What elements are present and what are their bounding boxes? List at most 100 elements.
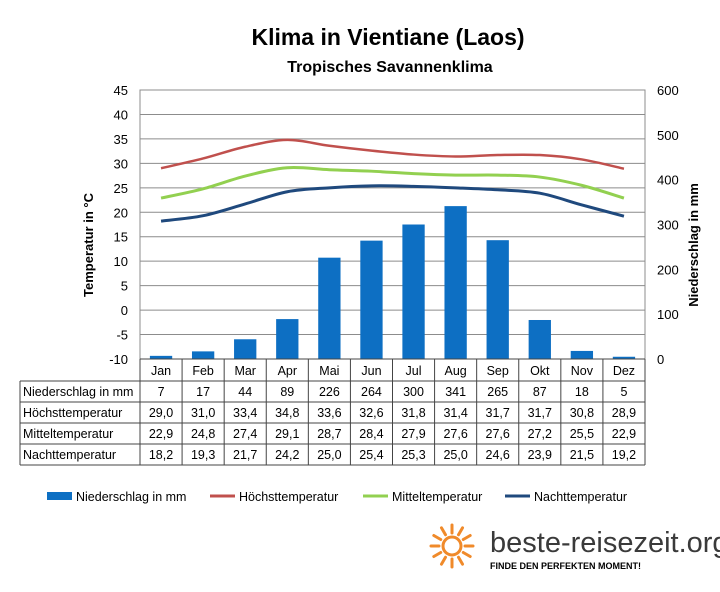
x-tick-label: Jul xyxy=(406,364,422,378)
table-cell: 27,2 xyxy=(528,427,552,441)
sun-icon xyxy=(429,523,475,569)
legend-label: Nachttemperatur xyxy=(534,490,627,504)
table-cell: 30,8 xyxy=(570,406,594,420)
x-tick-label: Apr xyxy=(278,364,297,378)
y-right-tick-label: 600 xyxy=(657,83,679,98)
brand-name: beste-reisezeit.org xyxy=(490,527,720,559)
table-cell: 32,6 xyxy=(359,406,383,420)
table-cell: 300 xyxy=(403,385,424,399)
table-cell: 27,4 xyxy=(233,427,257,441)
bar-precipitation xyxy=(612,356,636,359)
table-cell: 31,4 xyxy=(443,406,467,420)
table-cell: 31,7 xyxy=(486,406,510,420)
table-cell: 31,0 xyxy=(191,406,215,420)
bar-precipitation xyxy=(149,355,173,359)
table-cell: 341 xyxy=(445,385,466,399)
y-right-tick-label: 100 xyxy=(657,307,679,322)
bar-precipitation xyxy=(444,206,467,359)
bar-precipitation xyxy=(318,257,341,359)
line-mean-temperature xyxy=(160,166,625,200)
y-left-tick-label: 25 xyxy=(114,181,128,196)
table-cell: 226 xyxy=(319,385,340,399)
y-right-axis-label: Niederschlag in mm xyxy=(686,183,701,307)
table-cell: 89 xyxy=(280,385,294,399)
line-night-temperature xyxy=(160,184,625,223)
x-tick-label: Feb xyxy=(192,364,214,378)
y-left-tick-label: 5 xyxy=(121,279,128,294)
table-cell: 28,9 xyxy=(612,406,636,420)
table-cell: 19,2 xyxy=(612,448,636,462)
x-tick-label: Mar xyxy=(234,364,256,378)
y-right-tick-label: 500 xyxy=(657,128,679,143)
y-left-tick-label: 40 xyxy=(114,107,128,122)
table-cell: 17 xyxy=(196,385,210,399)
table-cell: 22,9 xyxy=(149,427,173,441)
table-cell: 31,7 xyxy=(528,406,552,420)
table-cell: 31,8 xyxy=(401,406,425,420)
table-cell: 28,4 xyxy=(359,427,383,441)
y-left-tick-label: 45 xyxy=(114,83,128,98)
table-cell: 33,6 xyxy=(317,406,341,420)
table-cell: 44 xyxy=(238,385,252,399)
plot-border xyxy=(139,89,646,360)
y-right-tick-label: 300 xyxy=(657,218,679,233)
x-tick-label: Jan xyxy=(151,364,171,378)
table-cell: 23,9 xyxy=(528,448,552,462)
table-cell: 27,9 xyxy=(401,427,425,441)
chart-subtitle: Tropisches Savannenklima xyxy=(287,59,493,76)
gridlines xyxy=(140,89,645,360)
table-cell: 27,6 xyxy=(486,427,510,441)
table-cell: 21,5 xyxy=(570,448,594,462)
brand-tagline: FINDE DEN PERFEKTEN MOMENT! xyxy=(490,561,641,571)
table-row-label: Höchsttemperatur xyxy=(23,406,122,420)
x-tick-label: Jun xyxy=(361,364,381,378)
table-cell: 25,0 xyxy=(443,448,467,462)
legend: Niederschlag in mm Höchsttemperatur Mittel… xyxy=(47,490,627,504)
table-cell: 33,4 xyxy=(233,406,257,420)
table-row-label: Mitteltemperatur xyxy=(23,427,113,441)
y-left-axis-label: Temperatur in °C xyxy=(81,192,96,297)
table-cell: 24,6 xyxy=(486,448,510,462)
y-left-tick-label: 15 xyxy=(114,230,128,245)
table-row-label: Niederschlag in mm xyxy=(23,385,133,399)
y-left-tick-label: 30 xyxy=(114,156,128,171)
precipitation-bars xyxy=(149,206,636,359)
x-tick-label: Dez xyxy=(613,364,635,378)
table-cell: 34,8 xyxy=(275,406,299,420)
table-cell: 29,1 xyxy=(275,427,299,441)
y-right-tick-label: 400 xyxy=(657,173,679,188)
table-cell: 5 xyxy=(620,385,627,399)
temperature-lines xyxy=(160,138,625,223)
axes: 45 40 35 30 25 20 15 10 5 0 -5 -10 600 500 400 300 200 10… xyxy=(109,83,679,367)
bar-precipitation xyxy=(486,240,509,359)
table-cell: 28,7 xyxy=(317,427,341,441)
table-cell: 25,3 xyxy=(401,448,425,462)
y-left-tick-label: -5 xyxy=(116,328,128,343)
legend-label: Niederschlag in mm xyxy=(76,490,186,504)
brand-logo: beste-reisezeit.org FINDE DEN PERFEKTEN … xyxy=(429,523,720,571)
y-right-tick-label: 200 xyxy=(657,262,679,277)
table-cell: 24,2 xyxy=(275,448,299,462)
x-tick-label: Sep xyxy=(487,364,509,378)
table-cell: 18,2 xyxy=(149,448,173,462)
bar-precipitation xyxy=(528,319,551,359)
table-cell: 25,4 xyxy=(359,448,383,462)
y-left-tick-label: 0 xyxy=(121,303,128,318)
table-cell: 22,9 xyxy=(612,427,636,441)
table-cell: 87 xyxy=(533,385,547,399)
x-tick-label: Nov xyxy=(571,364,594,378)
legend-swatch xyxy=(47,492,72,500)
data-table: Jan Feb Mar Apr Mai Jun Jul Aug Sep Okt Nov Dez Nied… xyxy=(19,358,646,466)
legend-label: Mitteltemperatur xyxy=(392,490,482,504)
table-cell: 7 xyxy=(158,385,165,399)
bar-precipitation xyxy=(276,319,299,359)
chart-title: Klima in Vientiane (Laos) xyxy=(251,24,524,50)
table-cell: 18 xyxy=(575,385,589,399)
table-cell: 19,3 xyxy=(191,448,215,462)
table-row-label: Nachttemperatur xyxy=(23,448,116,462)
x-tick-label: Mai xyxy=(319,364,339,378)
y-left-tick-label: -10 xyxy=(109,352,128,367)
bar-precipitation xyxy=(570,350,594,359)
table-cell: 29,0 xyxy=(149,406,173,420)
